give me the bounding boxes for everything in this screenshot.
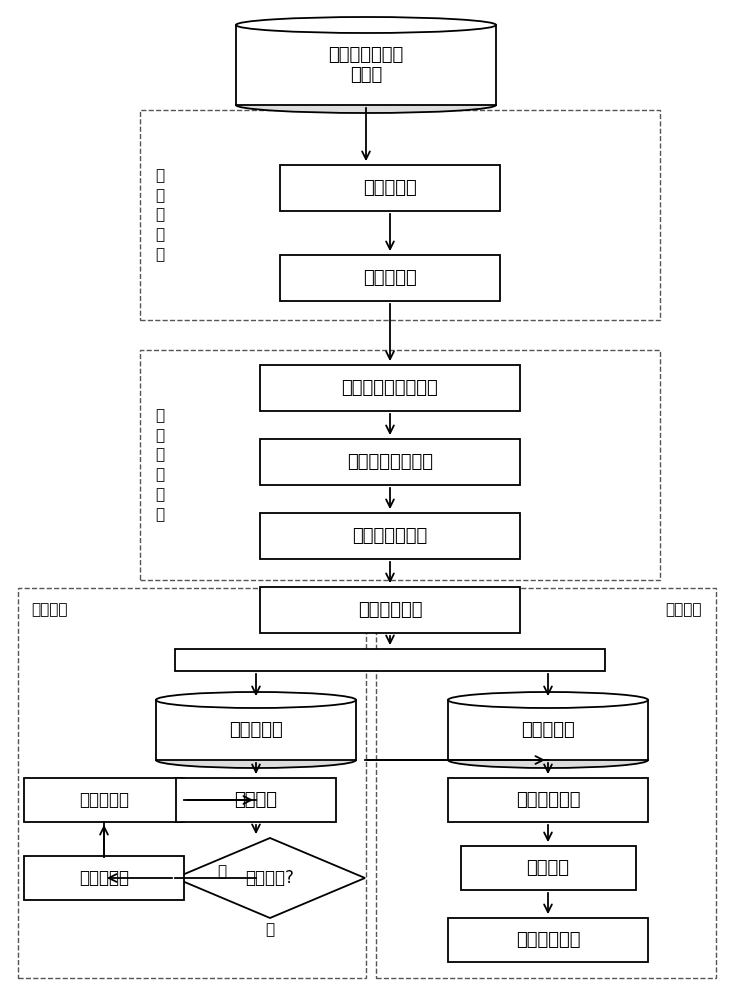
FancyBboxPatch shape [448,918,648,962]
Text: 缺失值处理: 缺失值处理 [363,179,417,197]
FancyBboxPatch shape [280,255,500,301]
Text: 模型训练: 模型训练 [31,602,68,617]
FancyBboxPatch shape [24,778,184,822]
Text: 模型最优?: 模型最优? [245,869,294,887]
FancyBboxPatch shape [260,439,520,485]
Text: 工业互联网安全
数据集: 工业互联网安全 数据集 [329,46,403,84]
Text: 初始化参数: 初始化参数 [79,791,129,809]
FancyBboxPatch shape [260,513,520,559]
Text: 训练数据集: 训练数据集 [229,721,283,739]
Text: 决策树评估筛选: 决策树评估筛选 [352,527,427,545]
Ellipse shape [236,97,496,113]
Ellipse shape [448,692,648,708]
Ellipse shape [156,692,356,708]
Text: 是: 是 [266,922,274,938]
FancyBboxPatch shape [260,365,520,411]
FancyBboxPatch shape [280,165,500,211]
FancyBboxPatch shape [260,587,520,633]
Text: 否: 否 [217,864,227,880]
FancyBboxPatch shape [156,700,356,760]
Text: 特
征
组
合
优
化: 特 征 组 合 优 化 [155,408,165,522]
Text: 测试数据集: 测试数据集 [521,721,575,739]
Text: 构建候选特征组合: 构建候选特征组合 [347,453,433,471]
Text: 数
据
预
处
理: 数 据 预 处 理 [155,168,165,262]
Text: 模型检测: 模型检测 [526,859,569,877]
Text: 设定阈值和特征维度: 设定阈值和特征维度 [342,379,438,397]
FancyBboxPatch shape [460,846,635,890]
FancyBboxPatch shape [175,649,605,671]
FancyBboxPatch shape [448,778,648,822]
Text: 保存最优模型: 保存最优模型 [516,791,580,809]
Text: 最优特征组合: 最优特征组合 [358,601,422,619]
Text: 模型训练: 模型训练 [234,791,277,809]
Ellipse shape [236,17,496,33]
Ellipse shape [156,752,356,768]
Text: 输出分类结果: 输出分类结果 [516,931,580,949]
Polygon shape [175,838,365,918]
Ellipse shape [448,752,648,768]
FancyBboxPatch shape [176,778,336,822]
Text: 贝叶斯调参: 贝叶斯调参 [79,869,129,887]
Text: 模型测试: 模型测试 [665,602,701,617]
FancyBboxPatch shape [448,700,648,760]
FancyBboxPatch shape [24,856,184,900]
Text: 归一化处理: 归一化处理 [363,269,417,287]
FancyBboxPatch shape [236,25,496,105]
